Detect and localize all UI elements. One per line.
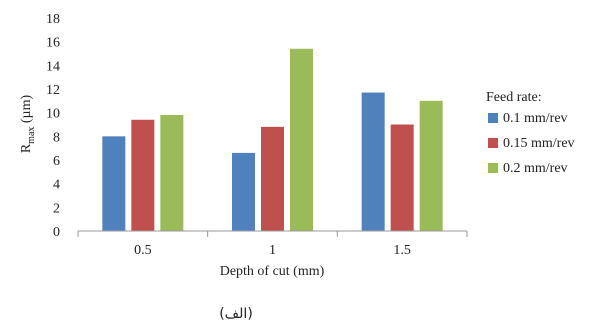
y-axis-title: Rmax (µm) — [19, 94, 37, 153]
y-tick-label: 8 — [53, 130, 60, 145]
y-axis-title-unit: (µm) — [19, 94, 34, 126]
legend-label: 0.2 mm/rev — [503, 161, 568, 176]
legend-title: Feed rate: — [486, 90, 542, 105]
x-axis-tick-marks — [77, 231, 468, 237]
y-tick-label: 0 — [53, 225, 60, 240]
legend: Feed rate: 0.1 mm/rev 0.15 mm/rev 0.2 mm/r… — [486, 90, 575, 176]
legend-swatch — [488, 163, 498, 173]
bar — [390, 124, 414, 231]
bar-group — [102, 48, 443, 232]
bar — [361, 92, 385, 231]
y-axis-title-main: R — [19, 143, 34, 153]
bar — [131, 119, 155, 231]
y-tick-label: 12 — [46, 83, 60, 98]
y-tick-label: 14 — [46, 59, 60, 74]
bar — [419, 100, 443, 231]
bar — [290, 48, 313, 232]
y-axis-ticks: 0 2 4 6 8 10 12 14 16 18 — [46, 12, 60, 240]
x-tick-label: 0.5 — [134, 243, 152, 258]
y-tick-label: 10 — [46, 107, 60, 122]
x-tick-label: 1 — [269, 243, 276, 258]
bar — [102, 136, 126, 231]
bar — [261, 126, 284, 231]
legend-label: 0.1 mm/rev — [503, 111, 568, 126]
caption: (الف) — [219, 306, 253, 322]
y-axis-title-sub: max — [26, 127, 37, 144]
x-axis-title: Depth of cut (mm) — [220, 264, 325, 279]
legend-swatch — [488, 138, 498, 148]
y-tick-label: 4 — [53, 178, 60, 193]
y-tick-label: 18 — [46, 12, 60, 27]
y-tick-label: 2 — [53, 201, 60, 216]
bar — [232, 152, 255, 231]
legend-swatch — [488, 113, 498, 123]
bar — [160, 115, 184, 231]
y-tick-label: 16 — [46, 36, 60, 51]
x-axis-ticks: 0.5 1 1.5 — [134, 243, 411, 258]
y-tick-label: 6 — [53, 154, 60, 169]
x-tick-label: 1.5 — [393, 243, 411, 258]
legend-label: 0.15 mm/rev — [503, 136, 575, 151]
